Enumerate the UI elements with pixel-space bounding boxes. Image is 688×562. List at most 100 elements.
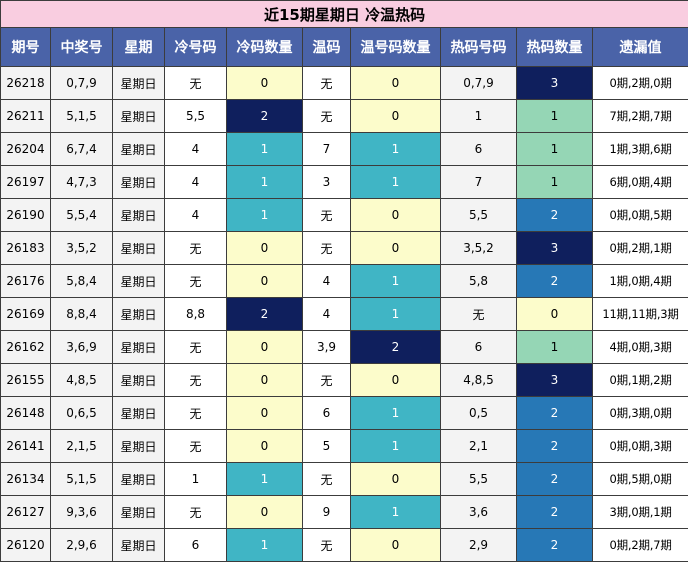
cell-hot-count: 2 bbox=[517, 529, 593, 562]
cell-weekday: 星期日 bbox=[113, 529, 165, 562]
cell-warm: 无 bbox=[303, 463, 351, 496]
cell-miss: 0期,3期,0期 bbox=[593, 397, 688, 430]
cell-issue: 26204 bbox=[1, 133, 51, 166]
cell-hot-count: 1 bbox=[517, 331, 593, 364]
cell-weekday: 星期日 bbox=[113, 232, 165, 265]
cell-miss: 1期,0期,4期 bbox=[593, 265, 688, 298]
cell-hot: 6 bbox=[441, 331, 517, 364]
cell-cold-count: 1 bbox=[227, 166, 303, 199]
cell-hot: 2,9 bbox=[441, 529, 517, 562]
cell-numbers: 3,6,9 bbox=[51, 331, 113, 364]
cell-numbers: 3,5,2 bbox=[51, 232, 113, 265]
header-warm-count: 温号码数量 bbox=[351, 28, 441, 67]
cell-issue: 26134 bbox=[1, 463, 51, 496]
cell-hot-count: 3 bbox=[517, 364, 593, 397]
cell-hot: 6 bbox=[441, 133, 517, 166]
cell-weekday: 星期日 bbox=[113, 496, 165, 529]
cell-hot: 1 bbox=[441, 100, 517, 133]
cell-warm: 无 bbox=[303, 232, 351, 265]
cell-warm: 无 bbox=[303, 364, 351, 397]
cell-cold: 1 bbox=[165, 463, 227, 496]
header-row: 期号 中奖号 星期 冷号码 冷码数量 温码 温号码数量 热码号码 热码数量 遗漏… bbox=[1, 28, 688, 67]
cell-cold-count: 2 bbox=[227, 100, 303, 133]
cell-issue: 26162 bbox=[1, 331, 51, 364]
cell-hot-count: 1 bbox=[517, 166, 593, 199]
cell-issue: 26183 bbox=[1, 232, 51, 265]
cell-warm-count: 1 bbox=[351, 430, 441, 463]
cell-warm: 5 bbox=[303, 430, 351, 463]
cell-cold-count: 0 bbox=[227, 232, 303, 265]
cell-cold: 6 bbox=[165, 529, 227, 562]
cell-hot: 0,5 bbox=[441, 397, 517, 430]
cell-cold: 无 bbox=[165, 331, 227, 364]
cell-cold: 无 bbox=[165, 496, 227, 529]
cell-hot-count: 2 bbox=[517, 397, 593, 430]
cell-numbers: 4,8,5 bbox=[51, 364, 113, 397]
cell-weekday: 星期日 bbox=[113, 397, 165, 430]
cell-cold-count: 0 bbox=[227, 265, 303, 298]
cell-miss: 7期,2期,7期 bbox=[593, 100, 688, 133]
cell-warm: 4 bbox=[303, 265, 351, 298]
cell-miss: 6期,0期,4期 bbox=[593, 166, 688, 199]
cell-warm: 4 bbox=[303, 298, 351, 331]
cell-cold: 8,8 bbox=[165, 298, 227, 331]
cell-weekday: 星期日 bbox=[113, 166, 165, 199]
cell-cold: 无 bbox=[165, 232, 227, 265]
cell-weekday: 星期日 bbox=[113, 430, 165, 463]
cell-hot-count: 2 bbox=[517, 265, 593, 298]
cell-warm-count: 0 bbox=[351, 364, 441, 397]
cell-numbers: 2,9,6 bbox=[51, 529, 113, 562]
cell-cold-count: 1 bbox=[227, 529, 303, 562]
cell-issue: 26211 bbox=[1, 100, 51, 133]
cell-hot: 5,5 bbox=[441, 199, 517, 232]
cell-numbers: 0,6,5 bbox=[51, 397, 113, 430]
cell-numbers: 5,5,4 bbox=[51, 199, 113, 232]
cell-warm-count: 1 bbox=[351, 298, 441, 331]
cell-miss: 0期,2期,7期 bbox=[593, 529, 688, 562]
cell-warm-count: 1 bbox=[351, 496, 441, 529]
cell-weekday: 星期日 bbox=[113, 100, 165, 133]
cell-miss: 0期,2期,1期 bbox=[593, 232, 688, 265]
cell-weekday: 星期日 bbox=[113, 133, 165, 166]
cell-issue: 26169 bbox=[1, 298, 51, 331]
cell-hot: 2,1 bbox=[441, 430, 517, 463]
cell-numbers: 4,7,3 bbox=[51, 166, 113, 199]
cell-miss: 0期,5期,0期 bbox=[593, 463, 688, 496]
cell-numbers: 9,3,6 bbox=[51, 496, 113, 529]
cell-weekday: 星期日 bbox=[113, 364, 165, 397]
table-title: 近15期星期日 冷温热码 bbox=[1, 1, 688, 28]
cell-issue: 26127 bbox=[1, 496, 51, 529]
cell-cold-count: 0 bbox=[227, 67, 303, 100]
cell-issue: 26141 bbox=[1, 430, 51, 463]
cell-cold: 无 bbox=[165, 265, 227, 298]
cell-miss: 4期,0期,3期 bbox=[593, 331, 688, 364]
cell-hot: 5,5 bbox=[441, 463, 517, 496]
cell-issue: 26190 bbox=[1, 199, 51, 232]
cell-numbers: 5,1,5 bbox=[51, 463, 113, 496]
cell-miss: 0期,1期,2期 bbox=[593, 364, 688, 397]
cell-cold-count: 1 bbox=[227, 199, 303, 232]
cell-cold-count: 2 bbox=[227, 298, 303, 331]
title-row: 近15期星期日 冷温热码 bbox=[1, 1, 688, 28]
cell-hot: 5,8 bbox=[441, 265, 517, 298]
cell-miss: 3期,0期,1期 bbox=[593, 496, 688, 529]
cell-warm: 9 bbox=[303, 496, 351, 529]
cell-cold: 无 bbox=[165, 397, 227, 430]
cell-cold-count: 1 bbox=[227, 133, 303, 166]
cell-warm-count: 0 bbox=[351, 232, 441, 265]
cell-warm-count: 1 bbox=[351, 265, 441, 298]
header-miss: 遗漏值 bbox=[593, 28, 688, 67]
cell-warm: 无 bbox=[303, 100, 351, 133]
cell-cold: 4 bbox=[165, 166, 227, 199]
header-issue: 期号 bbox=[1, 28, 51, 67]
header-weekday: 星期 bbox=[113, 28, 165, 67]
cell-cold: 5,5 bbox=[165, 100, 227, 133]
